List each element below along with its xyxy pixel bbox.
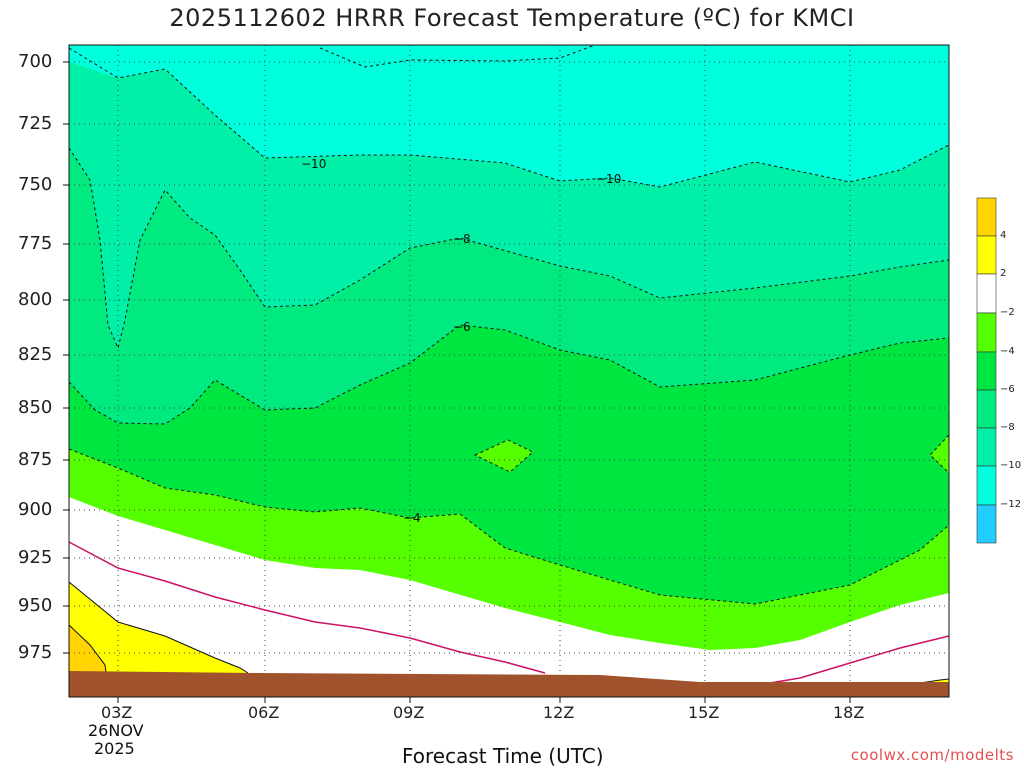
contour-zero-right <box>769 635 950 684</box>
axis-ticks <box>63 61 851 703</box>
contour-minus10 <box>68 47 950 188</box>
y-tick-label: 825 <box>18 344 53 365</box>
dashed-contours <box>68 44 950 605</box>
colorbar-label: −12 <box>1000 499 1022 510</box>
x-tick-label: 03Z <box>101 703 133 722</box>
x-tick-label: 12Z <box>543 703 575 722</box>
band-2 <box>69 582 248 673</box>
band-minus2 <box>69 497 949 697</box>
contour-4 <box>68 624 107 674</box>
watermark-link[interactable]: coolwx.com/modelts <box>850 746 1014 764</box>
contour-label-group: −10 −10 −8 −6 −4 <box>301 157 621 525</box>
contour-label: −6 <box>453 320 471 334</box>
y-tick-label: 750 <box>18 174 53 195</box>
y-tick-label: 875 <box>18 449 53 470</box>
contour-label: −10 <box>596 172 621 186</box>
colorbar-label: −6 <box>1000 384 1015 395</box>
contour-label: −8 <box>453 232 471 246</box>
colorbar-swatch <box>976 235 997 275</box>
band-4 <box>69 625 106 673</box>
y-tick-label: 925 <box>18 547 53 568</box>
x-tick-label: 06Z <box>248 703 280 722</box>
y-tick-label: 800 <box>18 289 53 310</box>
contour-zero <box>68 541 546 674</box>
colorbar-swatch <box>976 312 997 353</box>
band-minus4-edge <box>930 435 949 473</box>
colorbar-label: −10 <box>1000 460 1022 471</box>
grid-lines <box>69 45 949 697</box>
colorbar-swatch <box>976 427 997 467</box>
contour-minus8 <box>68 147 950 350</box>
contour-label: −4 <box>403 511 421 525</box>
y-tick-label: 950 <box>18 595 53 616</box>
colorbar-swatch <box>976 197 997 237</box>
colorbar <box>976 197 997 544</box>
y-tick-label: 975 <box>18 642 53 663</box>
y-tick-label: 900 <box>18 499 53 520</box>
colorbar-label: −8 <box>1000 422 1015 433</box>
contour-2 <box>68 581 249 674</box>
y-tick-label: 775 <box>18 233 53 254</box>
colorbar-swatch <box>976 273 997 314</box>
x-date-label: 26NOV <box>88 721 144 740</box>
x-tick-label: 15Z <box>688 703 720 722</box>
ground-terrain <box>69 671 949 697</box>
colorbar-swatch <box>976 389 997 429</box>
freezing-contours <box>68 541 950 684</box>
plot-frame <box>68 44 950 698</box>
x-axis-title: Forecast Time (UTC) <box>402 744 604 768</box>
y-tick-label: 700 <box>18 51 53 72</box>
contour-minus6 <box>68 324 950 425</box>
x-tick-label: 18Z <box>833 703 865 722</box>
colorbar-label: 2 <box>1000 268 1007 279</box>
colorbar-label: 4 <box>1000 230 1007 241</box>
colorbar-label: −4 <box>1000 346 1015 357</box>
colorbar-swatch <box>976 504 997 544</box>
colorbar-swatch <box>976 351 997 391</box>
y-tick-label: 850 <box>18 397 53 418</box>
y-tick-label: 725 <box>18 113 53 134</box>
contour-label: −10 <box>301 157 326 171</box>
x-tick-label: 09Z <box>393 703 425 722</box>
band-minus4-island <box>475 440 533 472</box>
colorbar-swatch <box>976 465 997 506</box>
chart-title: 2025112602 HRRR Forecast Temperature (ºC… <box>169 4 855 32</box>
colorbar-label: −2 <box>1000 307 1015 318</box>
x-year-label: 2025 <box>94 739 135 758</box>
contour-minus4-island <box>473 439 534 473</box>
contour-minus4 <box>68 448 950 605</box>
